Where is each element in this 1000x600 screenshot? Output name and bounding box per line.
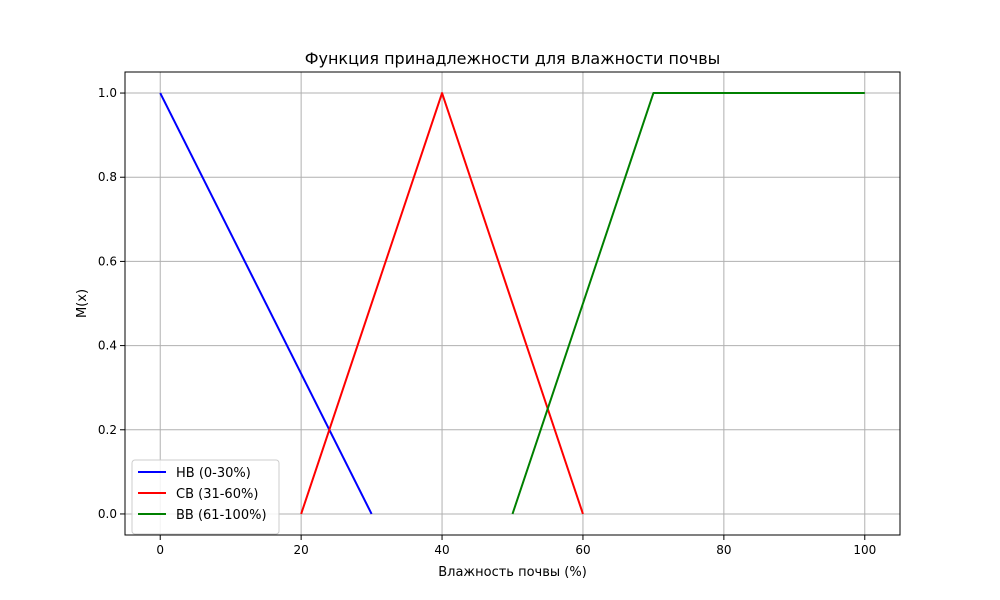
legend-label: СВ (31-60%) xyxy=(176,487,258,502)
series-line-1 xyxy=(159,92,373,515)
grid-layer xyxy=(125,72,900,535)
y-axis-label: M(x) xyxy=(75,289,90,318)
y-tick-label: 0.4 xyxy=(98,339,117,353)
y-tick-label: 0.0 xyxy=(98,507,117,521)
series-line-2 xyxy=(300,92,584,515)
x-tick-label: 40 xyxy=(434,543,449,557)
legend-label: НВ (0-30%) xyxy=(176,466,251,481)
x-tick-label: 80 xyxy=(716,543,731,557)
series-layer xyxy=(159,92,865,515)
legend-box xyxy=(131,459,280,535)
plot-frame xyxy=(124,71,901,536)
y-tick-label: 1.0 xyxy=(98,86,117,100)
x-tick-label: 100 xyxy=(853,543,876,557)
legend-label: ВВ (61-100%) xyxy=(176,508,267,523)
x-tick-label: 60 xyxy=(575,543,590,557)
x-tick-label: 20 xyxy=(293,543,308,557)
x-tick-label: 0 xyxy=(156,543,164,557)
x-axis-label: Влажность почвы (%) xyxy=(438,565,587,580)
legend: НВ (0-30%) СВ (31-60%) ВВ (61-100%) xyxy=(131,459,280,535)
y-tick-label: 0.6 xyxy=(98,254,117,268)
tick-layer: 0 20 40 60 80 100 0.0 0.2 0.4 0.6 0.8 1.0 xyxy=(98,86,876,557)
series-line-3 xyxy=(511,92,865,515)
y-tick-label: 0.8 xyxy=(98,170,117,184)
y-tick-label: 0.2 xyxy=(98,423,117,437)
chart-title: Функция принадлежности для влажности поч… xyxy=(305,49,721,68)
